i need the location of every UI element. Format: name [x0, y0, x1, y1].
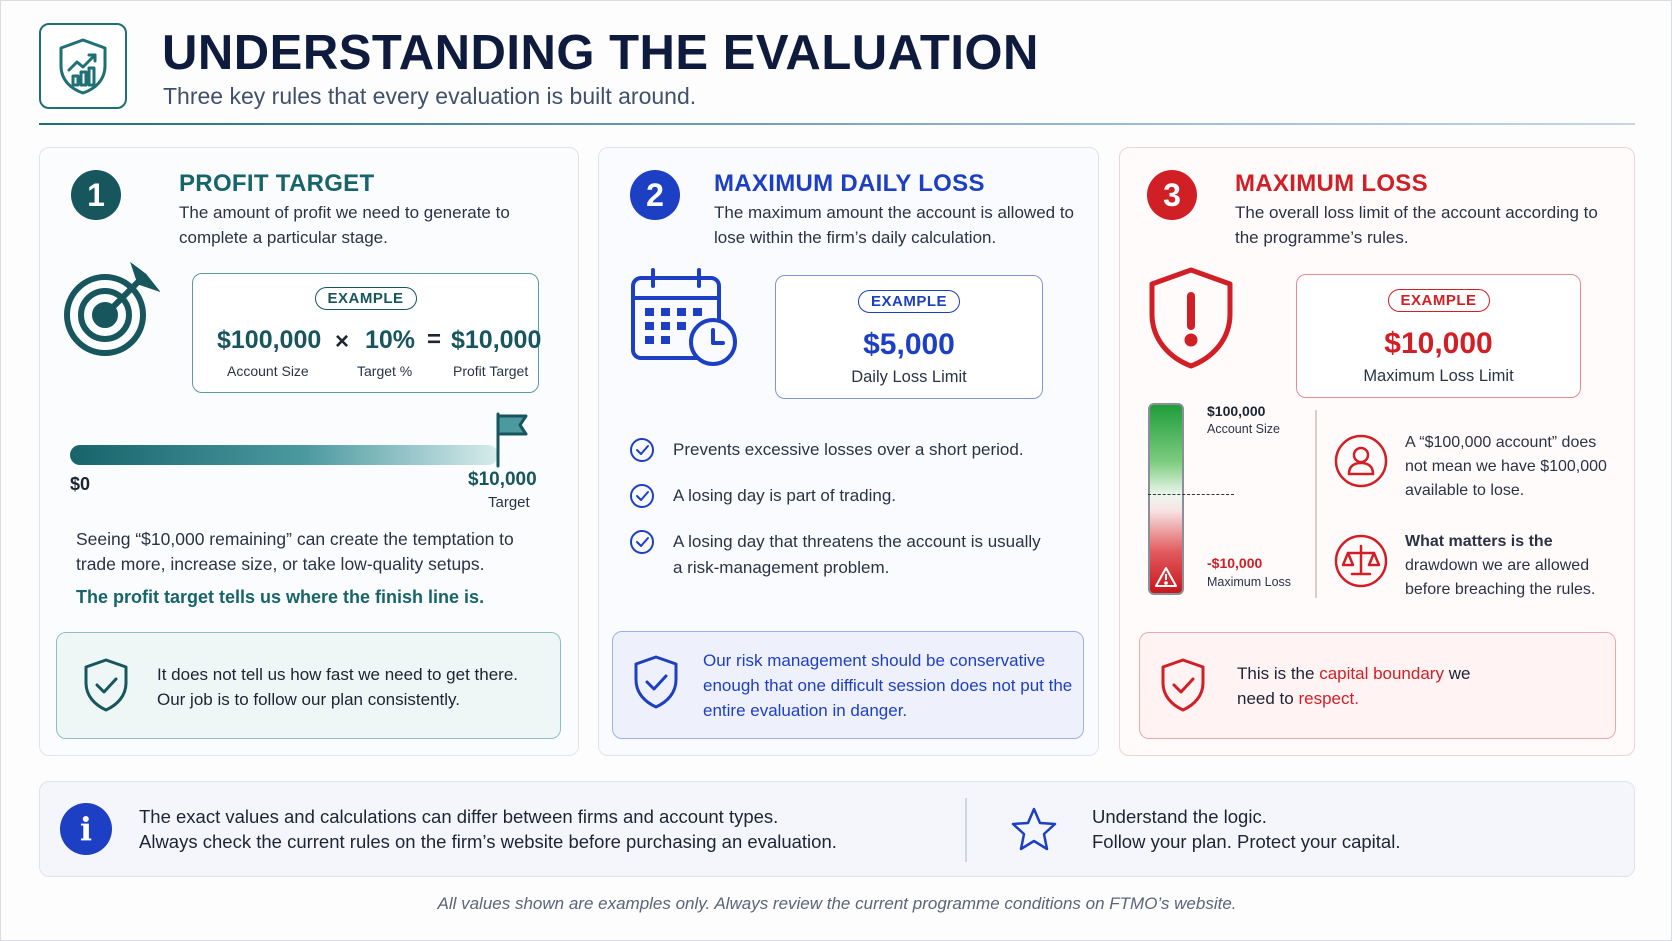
drawdown-note: What matters is the drawdown we are allo… — [1405, 530, 1620, 602]
daily-loss-label: Daily Loss Limit — [851, 368, 967, 386]
gauge-threshold-line — [1148, 494, 1234, 495]
warning-icon — [1154, 566, 1178, 593]
card-title: PROFIT TARGET — [179, 170, 375, 197]
example-badge: EXAMPLE — [1387, 289, 1490, 312]
page-subtitle: Three key rules that every evaluation is… — [163, 83, 697, 109]
profit-target-card: 1 PROFIT TARGET The amount of profit we … — [39, 147, 579, 756]
drawdown-note-text: drawdown we are allowed before breaching… — [1405, 557, 1596, 598]
shield-chart-icon — [39, 23, 127, 109]
check-item: A losing day is part of trading. — [629, 483, 896, 509]
profit-example-box: EXAMPLE $100,000 × 10% = $10,000 Account… — [192, 273, 542, 393]
check-circle-icon — [630, 484, 654, 508]
check-circle-icon — [630, 530, 654, 554]
profit-target-label: Profit Target — [453, 363, 529, 379]
card-description: The overall loss limit of the account ac… — [1235, 203, 1598, 247]
motto-line-2: Follow your plan. Protect your capital. — [1092, 831, 1401, 852]
account-note-text: A “$100,000 account” does not mean we ha… — [1405, 434, 1607, 499]
times-sign: × — [335, 328, 350, 355]
step-number: 3 — [1147, 170, 1197, 220]
page-title: UNDERSTANDING THE EVALUATION — [162, 26, 1039, 80]
maxloss-note-text: This is the capital boundary we need to … — [1237, 664, 1471, 708]
target-percent-value: 10% — [365, 326, 416, 354]
shield-check-icon — [81, 657, 131, 718]
card-title: MAXIMUM DAILY LOSS — [714, 170, 985, 197]
progress-end-value: $10,000 — [468, 469, 537, 490]
target-icon — [60, 260, 161, 365]
info-icon: i — [60, 803, 112, 855]
progress-start-label: $0 — [70, 474, 91, 494]
strip-divider — [965, 798, 967, 862]
header-divider — [39, 123, 1635, 125]
target-percent-label: Target % — [357, 363, 413, 379]
star-icon — [1010, 806, 1058, 857]
daily-loss-value: $5,000 — [863, 328, 955, 361]
step-number: 2 — [630, 170, 680, 220]
daily-loss-card: 2 MAXIMUM DAILY LOSS The maximum amount … — [598, 147, 1099, 756]
daily-example-box: EXAMPLE $5,000 Daily Loss Limit — [775, 275, 1043, 399]
shield-check-icon — [1158, 657, 1208, 718]
max-loss-value: $10,000 — [1384, 327, 1493, 360]
card-description: The amount of profit we need to generate… — [179, 203, 510, 247]
check-item: Prevents excessive losses over a short p… — [629, 437, 1024, 463]
card-title: MAXIMUM LOSS — [1235, 170, 1428, 197]
gauge-top-label: Account Size — [1207, 422, 1280, 436]
account-size-value: $100,000 — [217, 326, 322, 354]
gauge-bottom-label: Maximum Loss — [1207, 575, 1292, 589]
scales-icon — [1334, 534, 1388, 593]
profit-note-text: It does not tell us how fast we need to … — [157, 665, 519, 709]
flag-icon — [492, 410, 532, 475]
info-line-1: The exact values and calculations can di… — [139, 806, 779, 827]
account-size-label: Account Size — [227, 363, 309, 379]
drawdown-note-bold: What matters is the — [1405, 533, 1553, 550]
disclaimer-text: All values shown are examples only. Alwa… — [437, 894, 1237, 913]
daily-note-text: Our risk management should be conservati… — [703, 651, 1073, 720]
maxloss-example-box: EXAMPLE $10,000 Maximum Loss Limit — [1296, 274, 1581, 398]
gauge-bottom-value: -$10,000 — [1207, 555, 1263, 571]
daily-note-box: Our risk management should be conservati… — [612, 631, 1084, 739]
column-divider — [1315, 410, 1317, 598]
equals-sign: = — [427, 326, 442, 353]
motto-line-1: Understand the logic. — [1092, 806, 1267, 827]
max-loss-label: Maximum Loss Limit — [1363, 367, 1514, 385]
info-line-2: Always check the current rules on the fi… — [139, 831, 837, 852]
example-badge: EXAMPLE — [314, 287, 417, 310]
calendar-clock-icon — [629, 266, 741, 375]
finish-line-text: The profit target tells us where the fin… — [76, 587, 485, 607]
shield-check-icon — [631, 654, 681, 715]
progress-bar — [70, 445, 498, 465]
check-item: A losing day that threatens the account … — [629, 529, 1049, 581]
temptation-text: Seeing “$10,000 remaining” can create th… — [76, 529, 514, 574]
shield-alert-icon — [1146, 266, 1236, 375]
progress-end-label: Target — [488, 494, 530, 511]
profit-target-value: $10,000 — [451, 326, 542, 354]
card-description: The maximum amount the account is allowe… — [714, 203, 1075, 247]
balance-gauge — [1148, 403, 1184, 595]
maxloss-note-box: This is the capital boundary we need to … — [1139, 632, 1616, 739]
step-number: 1 — [71, 170, 121, 220]
gauge-top-value: $100,000 — [1207, 403, 1266, 419]
profit-note-box: It does not tell us how fast we need to … — [56, 632, 561, 739]
check-circle-icon — [630, 438, 654, 462]
example-badge: EXAMPLE — [857, 290, 961, 313]
info-strip: i The exact values and calculations can … — [39, 781, 1635, 877]
user-icon — [1334, 434, 1388, 493]
max-loss-card: 3 MAXIMUM LOSS The overall loss limit of… — [1119, 147, 1635, 756]
